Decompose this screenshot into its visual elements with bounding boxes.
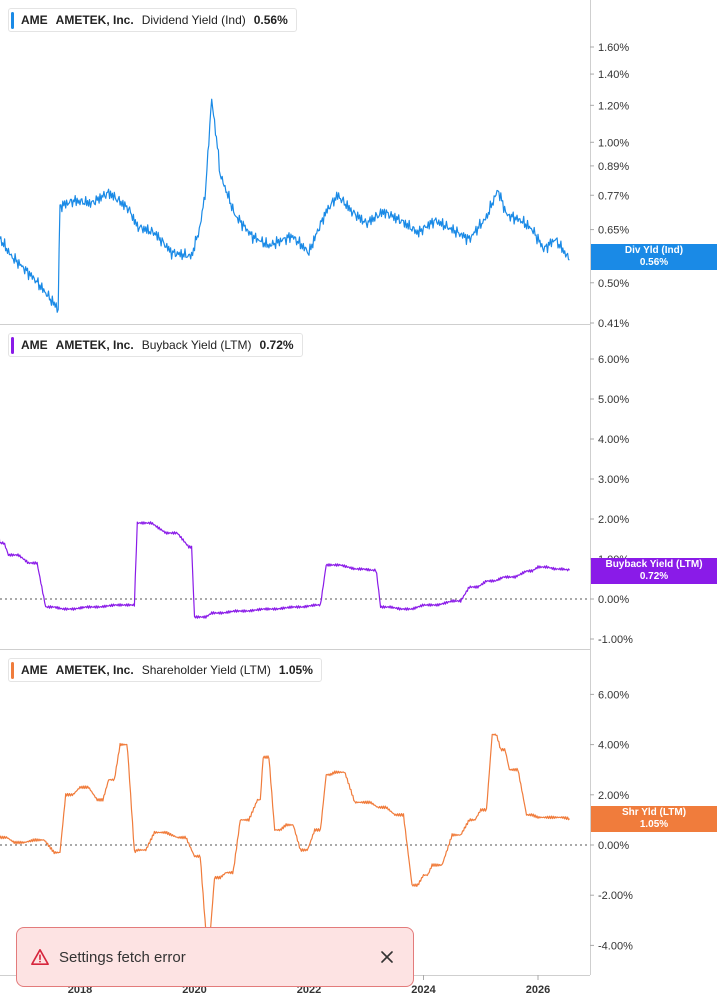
y-tick-label: 4.00% xyxy=(598,740,629,752)
legend-swatch xyxy=(11,662,14,679)
y-tick-label: -1.00% xyxy=(598,634,633,646)
y-tick-label: 4.00% xyxy=(598,434,629,446)
legend-value: 0.72% xyxy=(259,338,294,352)
y-tick-label: 2.00% xyxy=(598,790,629,802)
y-tick-label: 1.20% xyxy=(598,100,629,112)
close-icon[interactable] xyxy=(377,947,397,967)
y-tick-label: 1.00% xyxy=(598,137,629,149)
y-tick-label: 0.89% xyxy=(598,161,629,173)
legend-ticker: AME xyxy=(21,663,48,677)
y-tick-label: 0.50% xyxy=(598,278,629,290)
value-tag-dividend: Div Yld (Ind) 0.56% xyxy=(591,244,717,270)
series-lines xyxy=(0,98,570,935)
legend-value: 1.05% xyxy=(278,663,313,677)
value-tag-buyback: Buyback Yield (LTM) 0.72% xyxy=(591,558,717,584)
y-tick-label: 0.65% xyxy=(598,225,629,237)
x-tick-label: 2024 xyxy=(411,984,436,996)
series-line xyxy=(0,98,570,313)
error-toast: Settings fetch error xyxy=(16,927,414,987)
zero-lines xyxy=(0,598,590,846)
legend-dividend: AME AMETEK, Inc. Dividend Yield (Ind) 0.… xyxy=(8,8,297,32)
x-tick-label: 2022 xyxy=(297,984,321,996)
x-tick-label: 2026 xyxy=(526,984,550,996)
y-tick-label: 3.00% xyxy=(598,474,629,486)
value-tag-value: 1.05% xyxy=(639,819,669,830)
series-line xyxy=(0,733,570,935)
x-axis: 2018 2020 2022 2024 2026 xyxy=(68,975,550,996)
value-tag-label: Div Yld (Ind) xyxy=(624,245,684,256)
x-tick-label: 2018 xyxy=(68,984,92,996)
y-tick-label: 1.40% xyxy=(598,69,629,81)
y-tick-label: 0.00% xyxy=(598,840,629,852)
value-tag-value: 0.72% xyxy=(639,571,669,582)
legend-swatch xyxy=(11,12,14,29)
legend-ticker: AME xyxy=(21,338,48,352)
y-tick-label: 0.00% xyxy=(598,594,629,606)
value-tag-value: 0.56% xyxy=(639,257,669,268)
legend-swatch xyxy=(11,337,14,354)
panel-dividers xyxy=(0,0,591,976)
legend-company: AMETEK, Inc. xyxy=(55,13,134,27)
y-tick-label: 6.00% xyxy=(598,354,629,366)
legend-ticker: AME xyxy=(21,13,48,27)
y-tick-label: -2.00% xyxy=(598,890,633,902)
y-tick-label: 6.00% xyxy=(598,689,629,701)
series-line xyxy=(0,521,570,619)
value-tag-label: Buyback Yield (LTM) xyxy=(605,559,703,570)
legend-value: 0.56% xyxy=(253,13,288,27)
toast-message: Settings fetch error xyxy=(59,948,186,966)
value-tag-label: Shr Yld (LTM) xyxy=(621,807,687,818)
y-tick-label: 0.77% xyxy=(598,190,629,202)
y-tick-label: 2.00% xyxy=(598,514,629,526)
legend-company: AMETEK, Inc. xyxy=(55,663,134,677)
x-tick-label: 2020 xyxy=(182,984,206,996)
legend-metric: Shareholder Yield (LTM) xyxy=(141,663,271,677)
legend-metric: Buyback Yield (LTM) xyxy=(141,338,252,352)
legend-metric: Dividend Yield (Ind) xyxy=(141,13,246,27)
y-tick-label: 5.00% xyxy=(598,394,629,406)
y-tick-label: 0.41% xyxy=(598,318,629,330)
y-tick-label: 1.60% xyxy=(598,42,629,54)
warning-icon xyxy=(31,948,49,966)
legend-company: AMETEK, Inc. xyxy=(55,338,134,352)
y-tick-label: -4.00% xyxy=(598,940,633,952)
legend-buyback: AME AMETEK, Inc. Buyback Yield (LTM) 0.7… xyxy=(8,333,303,357)
legend-shareholder: AME AMETEK, Inc. Shareholder Yield (LTM)… xyxy=(8,658,322,682)
value-tag-shareholder: Shr Yld (LTM) 1.05% xyxy=(591,806,717,832)
